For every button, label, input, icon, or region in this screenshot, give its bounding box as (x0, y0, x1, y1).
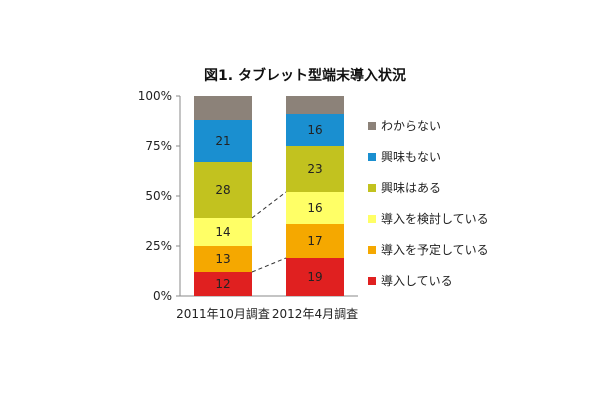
y-tick-label: 50% (145, 189, 172, 203)
y-axis: 0% 25% 50% 75% 100% 2011年10月調査 2012年4月調査 (138, 89, 358, 321)
bar-segment (286, 192, 344, 224)
bar-value-label: 16 (307, 201, 322, 215)
bar-value-label: 13 (215, 252, 230, 266)
legend-label: 導入している (381, 274, 453, 288)
bar-segment (286, 258, 344, 296)
legend-label: わからない (381, 119, 441, 133)
bar-segment (194, 218, 252, 246)
bar-value-label: 12 (215, 277, 230, 291)
bar-segment (194, 120, 252, 162)
legend-label: 興味もない (381, 150, 441, 164)
bar-segment (194, 272, 252, 296)
bar-value-label: 28 (215, 183, 230, 197)
y-tick-label: 75% (145, 139, 172, 153)
bar-segment (286, 224, 344, 258)
bar-value-label: 16 (307, 123, 322, 137)
connector-line (251, 257, 287, 273)
x-category-label: 2011年10月調査 (176, 307, 270, 321)
legend-swatch (368, 215, 376, 223)
bar-segment (286, 146, 344, 192)
legend-swatch (368, 246, 376, 254)
y-tick-label: 25% (145, 239, 172, 253)
connector-line (251, 191, 287, 219)
bar-segment (194, 96, 252, 120)
legend-label: 導入を予定している (381, 242, 489, 257)
legend-swatch (368, 122, 376, 130)
x-category-label: 2012年4月調査 (272, 307, 358, 321)
legend-label: 興味はある (381, 181, 441, 195)
y-tick-label: 100% (138, 89, 172, 103)
legend-swatch (368, 277, 376, 285)
bar-value-label: 21 (215, 134, 230, 148)
legend-label: 導入を検討している (381, 211, 489, 226)
bar-value-label: 14 (215, 225, 230, 239)
bar-segment (286, 96, 344, 114)
bar-value-label: 17 (307, 234, 322, 248)
bar-segment (194, 162, 252, 218)
bar-segment (194, 246, 252, 272)
y-tick-label: 0% (153, 289, 172, 303)
legend-swatch (368, 153, 376, 161)
bar-value-label: 19 (307, 270, 322, 284)
bar-segment (286, 114, 344, 146)
legend-swatch (368, 184, 376, 192)
plot-area: 12 13 14 28 21 19 17 16 23 16 (194, 96, 344, 296)
chart-title: 図1. タブレット型端末導入状況 (204, 67, 406, 84)
bar-value-label: 23 (307, 162, 322, 176)
